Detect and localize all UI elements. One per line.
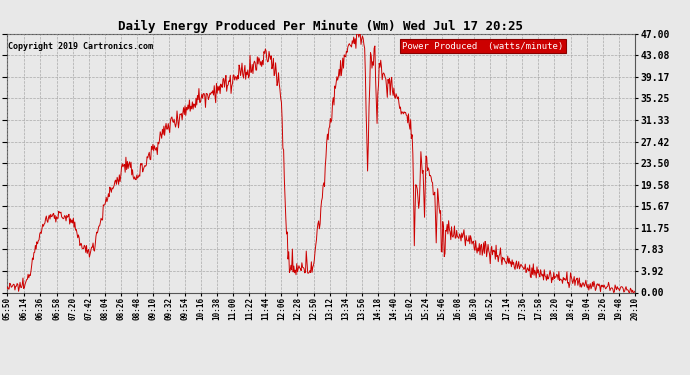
- Text: Power Produced  (watts/minute): Power Produced (watts/minute): [402, 42, 564, 51]
- Text: Copyright 2019 Cartronics.com: Copyright 2019 Cartronics.com: [8, 42, 153, 51]
- Title: Daily Energy Produced Per Minute (Wm) Wed Jul 17 20:25: Daily Energy Produced Per Minute (Wm) We…: [119, 20, 523, 33]
